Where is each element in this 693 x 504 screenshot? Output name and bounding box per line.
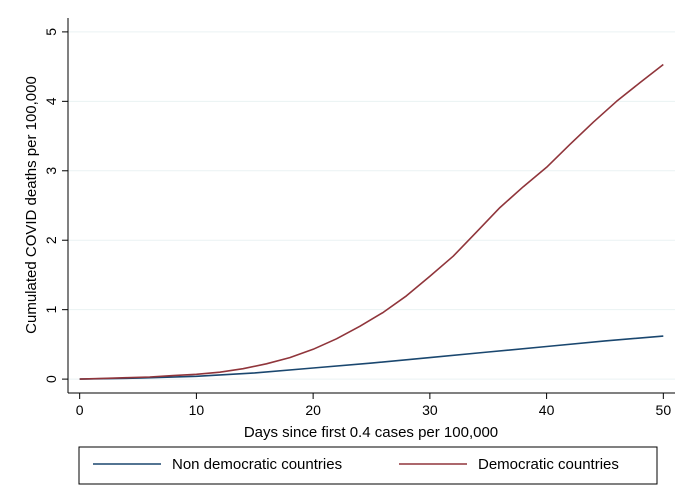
y-tick-label-0: 0 xyxy=(43,375,59,383)
y-tick-label-2: 2 xyxy=(43,236,59,244)
series-line-democratic-countries xyxy=(79,63,664,380)
x-axis-title: Days since first 0.4 cases per 100,000 xyxy=(244,424,498,441)
y-axis-title: Cumulated COVID deaths per 100,000 xyxy=(23,76,40,334)
x-tick-label-20: 20 xyxy=(305,402,321,418)
series-lines xyxy=(79,63,664,380)
y-tick-label-1: 1 xyxy=(43,306,59,314)
y-tick-label-3: 3 xyxy=(43,167,59,175)
legend-label-democratic: Democratic countries xyxy=(478,456,619,473)
legend-box xyxy=(78,446,658,485)
legend-label-non-democratic: Non democratic countries xyxy=(172,456,342,473)
gridlines xyxy=(68,31,675,380)
y-tick-label-4: 4 xyxy=(43,97,59,105)
x-tick-label-30: 30 xyxy=(422,402,438,418)
x-tick-label-10: 10 xyxy=(189,402,205,418)
x-tick-label-50: 50 xyxy=(656,402,672,418)
y-axis-ticks: 0 1 2 3 4 5 xyxy=(43,28,68,383)
x-tick-label-0: 0 xyxy=(76,402,84,418)
series-line-non-democratic-countries xyxy=(79,335,664,380)
x-tick-label-40: 40 xyxy=(539,402,555,418)
x-axis-ticks: 0 10 20 30 40 50 xyxy=(76,393,672,418)
legend: Non democratic countries Democratic coun… xyxy=(78,446,658,485)
y-tick-label-5: 5 xyxy=(43,28,59,36)
